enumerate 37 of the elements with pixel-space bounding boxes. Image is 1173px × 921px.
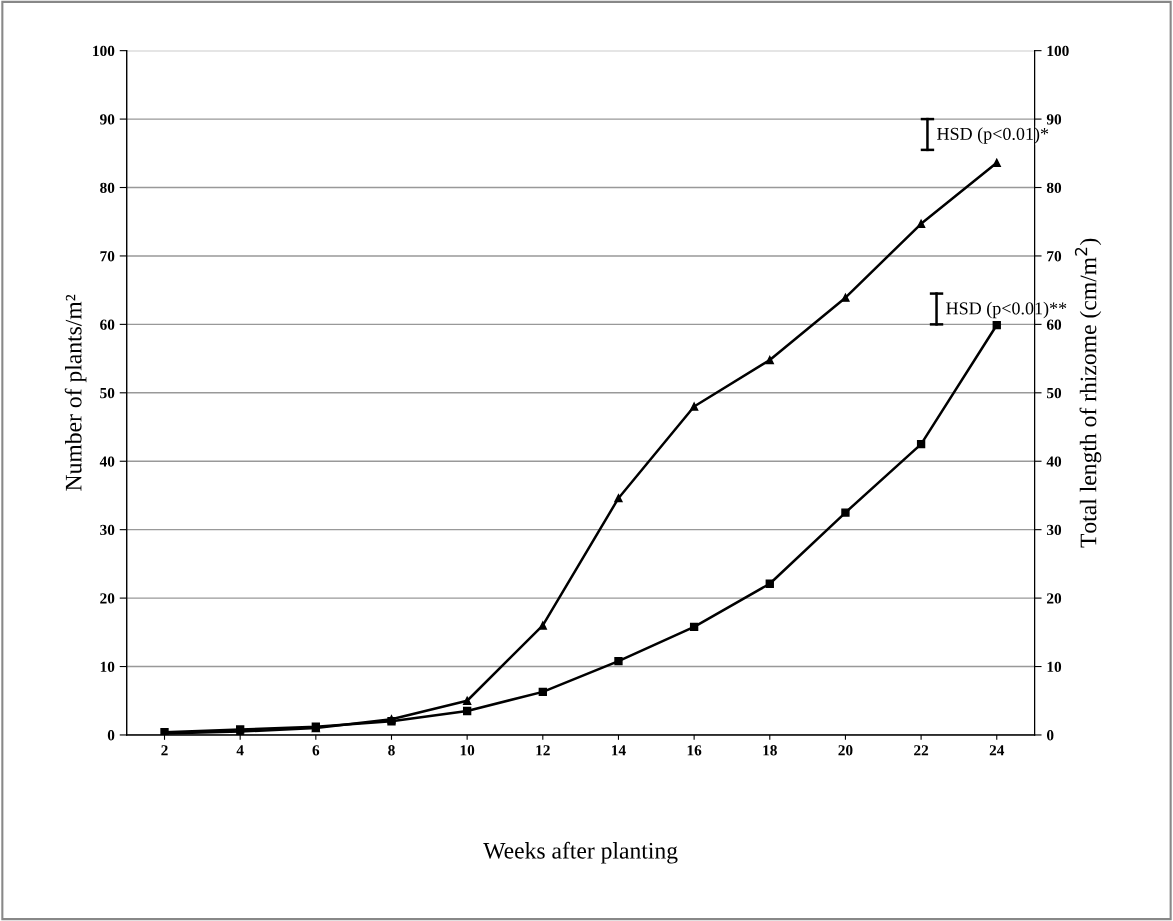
x-tick-label: 16 — [687, 745, 702, 756]
y-tick-label: 70 — [100, 251, 115, 262]
y2-tick-label: 90 — [1046, 114, 1062, 125]
y2-tick-label: 80 — [1046, 182, 1062, 193]
y-tick-label: 60 — [100, 319, 115, 330]
y2-tick-label: 60 — [1046, 319, 1062, 330]
y2-tick-label: 50 — [1047, 387, 1062, 399]
x-axis-title: Weeks after planting — [483, 841, 678, 864]
x-tick-label: 22 — [914, 745, 929, 756]
y-tick-label: 0 — [107, 730, 115, 741]
y2-axis-title: Total length of rhizome (cm/m$^{2}$) — [1074, 238, 1102, 548]
x-tick-label: 2 — [161, 745, 168, 756]
y-tick-label: 100 — [93, 45, 115, 57]
y-tick-label: 20 — [100, 593, 115, 604]
y-tick-label: 30 — [100, 524, 115, 536]
x-tick-label: 6 — [312, 745, 320, 756]
y-tick-label: 90 — [100, 114, 115, 125]
x-tick-label: 8 — [388, 745, 395, 756]
y-tick-label: 80 — [100, 182, 115, 193]
y2-tick-label: 10 — [1047, 661, 1062, 672]
x-tick-label: 14 — [612, 745, 626, 756]
y2-tick-label: 40 — [1046, 456, 1062, 467]
x-tick-label: 10 — [460, 745, 475, 756]
x-tick-label: 24 — [989, 745, 1005, 756]
x-tick-label: 18 — [763, 745, 777, 756]
y2-tick-label: 100 — [1047, 45, 1069, 57]
x-tick-label: 4 — [236, 745, 244, 756]
y-axis-title: Number of plants/m² — [64, 294, 87, 491]
x-tick-label: 12 — [536, 745, 550, 756]
x-tick-label: 20 — [838, 745, 853, 756]
y-tick-label: 50 — [100, 387, 115, 399]
y2-tick-label: 20 — [1047, 593, 1062, 604]
y2-tick-label: 30 — [1046, 524, 1062, 536]
y-tick-label: 10 — [100, 661, 115, 672]
y2-tick-label: 0 — [1046, 730, 1054, 741]
y-tick-label: 40 — [99, 456, 115, 467]
y2-tick-label: 70 — [1047, 251, 1062, 262]
